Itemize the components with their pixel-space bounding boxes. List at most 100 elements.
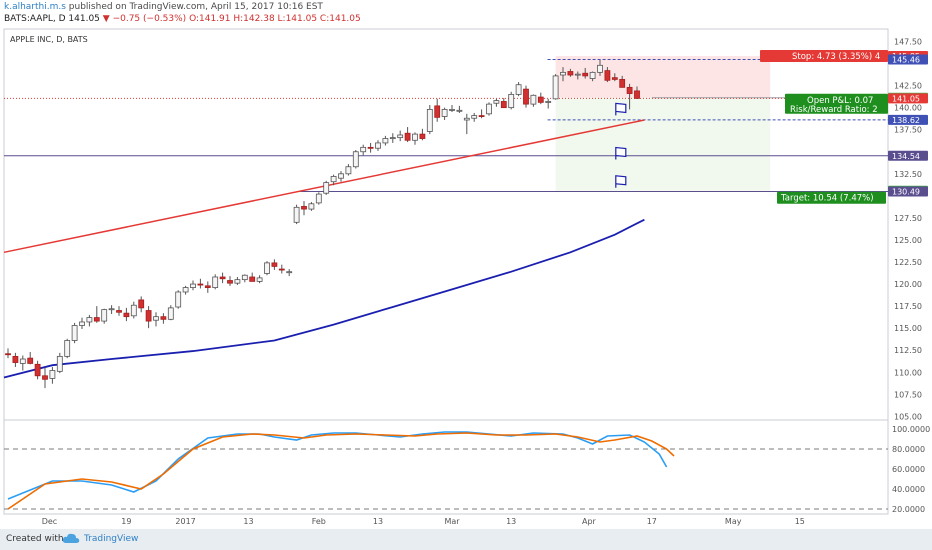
candle-body — [79, 321, 85, 326]
stoch-y-tick-label: 80.0000 — [892, 445, 925, 454]
y-tick-label: 105.00 — [894, 412, 922, 421]
stoch-y-tick-label: 40.0000 — [892, 485, 925, 494]
symbol-line: BATS:AAPL, D 141.05 ▼ −0.75 (−0.53%) O:1… — [4, 14, 361, 24]
flag-icon — [615, 146, 627, 160]
candle-body — [486, 103, 492, 115]
candle-body — [308, 203, 315, 210]
target-zone — [555, 97, 771, 191]
price-label-text: 141.05 — [892, 94, 920, 103]
candle-body — [256, 277, 263, 282]
candle-body — [323, 182, 330, 194]
candle-body — [12, 355, 19, 363]
candle-body — [34, 363, 41, 377]
candle-body — [471, 115, 478, 119]
candle-body — [500, 101, 507, 109]
candle-body — [523, 88, 529, 105]
price-chart[interactable]: APPLE INC, D, BATS Stop: 4.73 (3.35%) 4 O… — [0, 27, 932, 529]
candle-body — [227, 280, 233, 284]
candle-body — [234, 279, 241, 284]
y-tick-label: 115.00 — [894, 324, 922, 333]
candle-body — [212, 276, 219, 288]
candle-body — [108, 308, 115, 311]
y-tick-label: 137.50 — [894, 126, 922, 135]
candle-body — [315, 193, 322, 204]
y-tick-label: 140.00 — [894, 104, 922, 113]
candle-body — [56, 355, 63, 372]
candle-body — [197, 283, 204, 286]
candle-body — [19, 358, 26, 364]
x-tick-label: 13 — [506, 517, 516, 526]
y-tick-label: 112.50 — [894, 346, 922, 355]
candle-body — [604, 70, 611, 81]
candle-body — [463, 117, 470, 121]
author-link[interactable]: k.alharthi.m.s — [4, 2, 66, 12]
candle-body — [619, 79, 626, 88]
target-label: Target: 10.54 (7.47%) — [780, 194, 874, 204]
candle-body — [419, 133, 426, 139]
candle-body — [330, 176, 337, 183]
candle-body — [589, 71, 596, 79]
stoch-k-line — [7, 431, 668, 500]
x-tick-label: 13 — [243, 517, 253, 526]
symbol-name: BATS:AAPL, D — [4, 14, 66, 24]
candle-body — [264, 262, 270, 274]
x-tick-label: 19 — [121, 517, 131, 526]
candle-body — [597, 64, 603, 73]
candle-body — [182, 287, 189, 293]
x-tick-label: 15 — [795, 517, 805, 526]
pnl-label-box — [785, 93, 888, 114]
candle-body — [634, 90, 640, 99]
candle-body — [175, 291, 182, 308]
flag-icon — [615, 175, 627, 188]
y-tick-label: 110.00 — [894, 368, 922, 377]
candle-body — [219, 276, 226, 280]
footer-bar: Created with TradingView — [0, 529, 932, 550]
x-tick-label: 17 — [647, 517, 657, 526]
y-tick-label: 147.50 — [894, 38, 922, 47]
candle-body — [64, 340, 71, 357]
moving-average-line — [3, 218, 645, 379]
price-label-text: 145.46 — [892, 55, 920, 64]
y-tick-label: 125.00 — [894, 236, 922, 245]
tradingview-brand[interactable]: TradingView — [84, 534, 139, 544]
stop-label: Stop: 4.73 (3.35%) 4 — [792, 52, 880, 62]
price-label-box — [888, 114, 928, 125]
candle-body — [345, 166, 352, 175]
candle-body — [123, 312, 130, 318]
candle-body — [367, 146, 374, 149]
stoch-y-tick-label: 100.0000 — [892, 425, 930, 434]
price-label-text: 134.54 — [892, 152, 920, 161]
candle-body — [352, 151, 359, 168]
candle-body — [515, 84, 522, 95]
stoch-y-tick-label: 60.0000 — [892, 465, 925, 474]
created-with-text: Created with — [6, 534, 64, 544]
y-tick-label: 132.50 — [894, 170, 922, 179]
price-change: ▼ −0.75 (−0.53%) — [102, 14, 187, 24]
chart-title: APPLE INC, D, BATS — [10, 35, 88, 44]
candle-body — [434, 105, 441, 118]
candle-body — [397, 134, 404, 139]
candle-body — [582, 72, 589, 77]
publication-line: k.alharthi.m.s published on TradingView.… — [4, 2, 323, 12]
candle-body — [338, 173, 344, 179]
x-tick-label: Mar — [444, 517, 460, 526]
candle-body — [71, 325, 78, 341]
candle-body — [449, 109, 455, 111]
price-label-text: 138.62 — [892, 116, 920, 125]
candle-body — [49, 370, 56, 379]
chart-header: k.alharthi.m.s published on TradingView.… — [0, 0, 932, 28]
x-tick-label: 13 — [373, 517, 383, 526]
candle-body — [93, 317, 100, 322]
candle-body — [552, 75, 559, 100]
candle-body — [389, 137, 396, 140]
candle-body — [145, 310, 152, 322]
candle-body — [86, 317, 93, 323]
candle-body — [508, 94, 515, 109]
candle-body — [271, 262, 278, 267]
candle-body — [545, 101, 552, 103]
stoch-y-tick-label: 20.0000 — [892, 505, 925, 514]
chart-area[interactable]: APPLE INC, D, BATS Stop: 4.73 (3.35%) 4 O… — [0, 27, 932, 529]
candle-body — [530, 94, 537, 105]
candle-body — [537, 96, 544, 103]
x-tick-label: May — [725, 517, 742, 526]
